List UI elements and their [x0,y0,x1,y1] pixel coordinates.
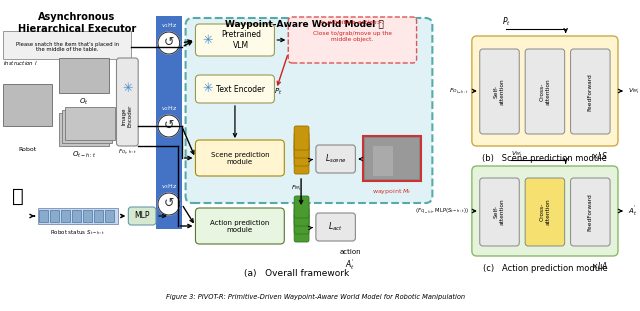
Text: $L_{scene}$: $L_{scene}$ [324,153,346,165]
FancyBboxPatch shape [294,214,309,242]
Bar [60,113,109,146]
Circle shape [158,32,180,54]
Text: Figure 3: PIVOT-R: Primitive-Driven Waypoint-Aware World Model for Robotic Manip: Figure 3: PIVOT-R: Primitive-Driven Wayp… [166,294,465,300]
Text: action: action [340,249,361,255]
FancyBboxPatch shape [316,145,355,173]
FancyBboxPatch shape [294,196,309,218]
Text: Close to/grab/move up the
middle object.: Close to/grab/move up the middle object. [313,31,392,42]
FancyBboxPatch shape [195,24,275,56]
Bar [51,210,60,222]
Text: $v_3$Hz: $v_3$Hz [161,182,177,191]
Bar [365,138,419,179]
Text: Robot: Robot [19,147,36,152]
FancyBboxPatch shape [472,166,618,256]
Bar [94,210,102,222]
Text: ✳: ✳ [202,34,212,47]
Text: $(F_{O_{t-h:t}}, \mathrm{MLP}(S_{t-h:t}))$: $(F_{O_{t-h:t}}, \mathrm{MLP}(S_{t-h:t})… [415,206,469,216]
FancyBboxPatch shape [472,36,618,146]
FancyBboxPatch shape [195,75,275,103]
FancyBboxPatch shape [571,49,610,134]
Text: $O_t$: $O_t$ [79,97,89,107]
Text: $A_t^{'}$: $A_t^{'}$ [346,257,355,272]
Text: $\times LS$: $\times LS$ [591,150,608,161]
Text: (c)   Action prediction module: (c) Action prediction module [483,264,607,273]
Text: $v_1$Hz: $v_1$Hz [161,21,177,30]
Text: < primitive action>:: < primitive action>: [321,20,385,25]
Text: (a)   Overall framework: (a) Overall framework [244,269,349,278]
Text: $A_t^{'}$: $A_t^{'}$ [628,204,637,217]
Text: Waypoint-Aware World Model 🌍: Waypoint-Aware World Model 🌍 [225,20,383,29]
Bar [3,31,131,59]
FancyBboxPatch shape [294,126,309,150]
Text: Instruction $l$: Instruction $l$ [3,59,38,67]
Bar [62,110,111,143]
Text: ✳: ✳ [122,82,132,95]
Text: $P_t$: $P_t$ [274,87,282,97]
Bar [61,210,70,222]
FancyBboxPatch shape [525,49,564,134]
FancyBboxPatch shape [195,140,284,176]
Text: Action prediction
module: Action prediction module [210,220,269,233]
Bar [72,210,81,222]
Text: $v_2$Hz: $v_2$Hz [161,104,177,113]
Text: waypoint $M_t$: waypoint $M_t$ [372,187,412,196]
Text: ↺: ↺ [164,118,174,132]
FancyBboxPatch shape [294,202,309,226]
Bar [104,210,113,222]
Bar [373,146,393,176]
Bar [40,210,49,222]
FancyBboxPatch shape [195,208,284,244]
Bar [65,107,115,140]
Text: $F_{M_t^{'}}$: $F_{M_t^{'}}$ [291,183,301,193]
Bar [156,16,182,229]
Text: Image
Encoder: Image Encoder [122,105,132,127]
FancyBboxPatch shape [294,138,309,166]
FancyBboxPatch shape [129,207,156,225]
FancyBboxPatch shape [480,49,519,134]
Text: Self-
attention: Self- attention [494,199,505,225]
Text: 🤖: 🤖 [12,187,24,206]
FancyBboxPatch shape [294,208,309,234]
Text: ↺: ↺ [164,197,174,210]
Text: Cross-
attention: Cross- attention [540,79,550,105]
FancyBboxPatch shape [571,178,610,246]
Text: $V_{M_t^{'}}$: $V_{M_t^{'}}$ [511,149,523,159]
FancyBboxPatch shape [525,178,564,246]
Text: ↺: ↺ [164,35,174,49]
Text: Scene prediction
module: Scene prediction module [211,151,269,165]
FancyBboxPatch shape [294,144,309,174]
Text: FeedForward: FeedForward [588,73,593,111]
Text: $P_t$: $P_t$ [502,16,511,28]
Bar [364,136,420,181]
Text: Robot status $S_{t-h:t}$: Robot status $S_{t-h:t}$ [51,228,106,237]
Text: $O_{t-h:t}$: $O_{t-h:t}$ [72,150,96,160]
Bar [38,208,118,224]
Text: $F_{O_{t-h:t}}$: $F_{O_{t-h:t}}$ [449,86,469,96]
Text: Text Encoder: Text Encoder [216,85,266,94]
Text: $V_{M_t^{'}}$: $V_{M_t^{'}}$ [628,86,639,96]
Bar [83,210,92,222]
Text: $F_{O_t,\ h:t}$: $F_{O_t,\ h:t}$ [118,148,137,157]
Circle shape [158,115,180,137]
Bar [3,84,52,126]
Bar [60,58,109,93]
Text: Self-
attention: Self- attention [494,79,505,105]
Text: $\times LA$: $\times LA$ [591,260,608,271]
FancyBboxPatch shape [116,58,138,146]
Text: Please snatch the item that's placed in
the middle of the table.: Please snatch the item that's placed in … [15,42,118,52]
Text: MLP: MLP [134,211,150,220]
FancyBboxPatch shape [316,213,355,241]
Text: Pretrained
VLM: Pretrained VLM [221,30,261,50]
Text: Cross-
attention: Cross- attention [540,199,550,225]
Circle shape [158,193,180,215]
Text: (b)   Scene prediction module: (b) Scene prediction module [483,154,607,163]
Text: ✳: ✳ [202,82,212,95]
FancyBboxPatch shape [294,132,309,158]
FancyBboxPatch shape [186,18,433,203]
FancyBboxPatch shape [288,17,417,63]
FancyBboxPatch shape [480,178,519,246]
Text: Asynchronous
Hierarchical Executor: Asynchronous Hierarchical Executor [18,12,136,34]
Text: FeedForward: FeedForward [588,193,593,231]
Text: $L_{act}$: $L_{act}$ [328,221,343,233]
